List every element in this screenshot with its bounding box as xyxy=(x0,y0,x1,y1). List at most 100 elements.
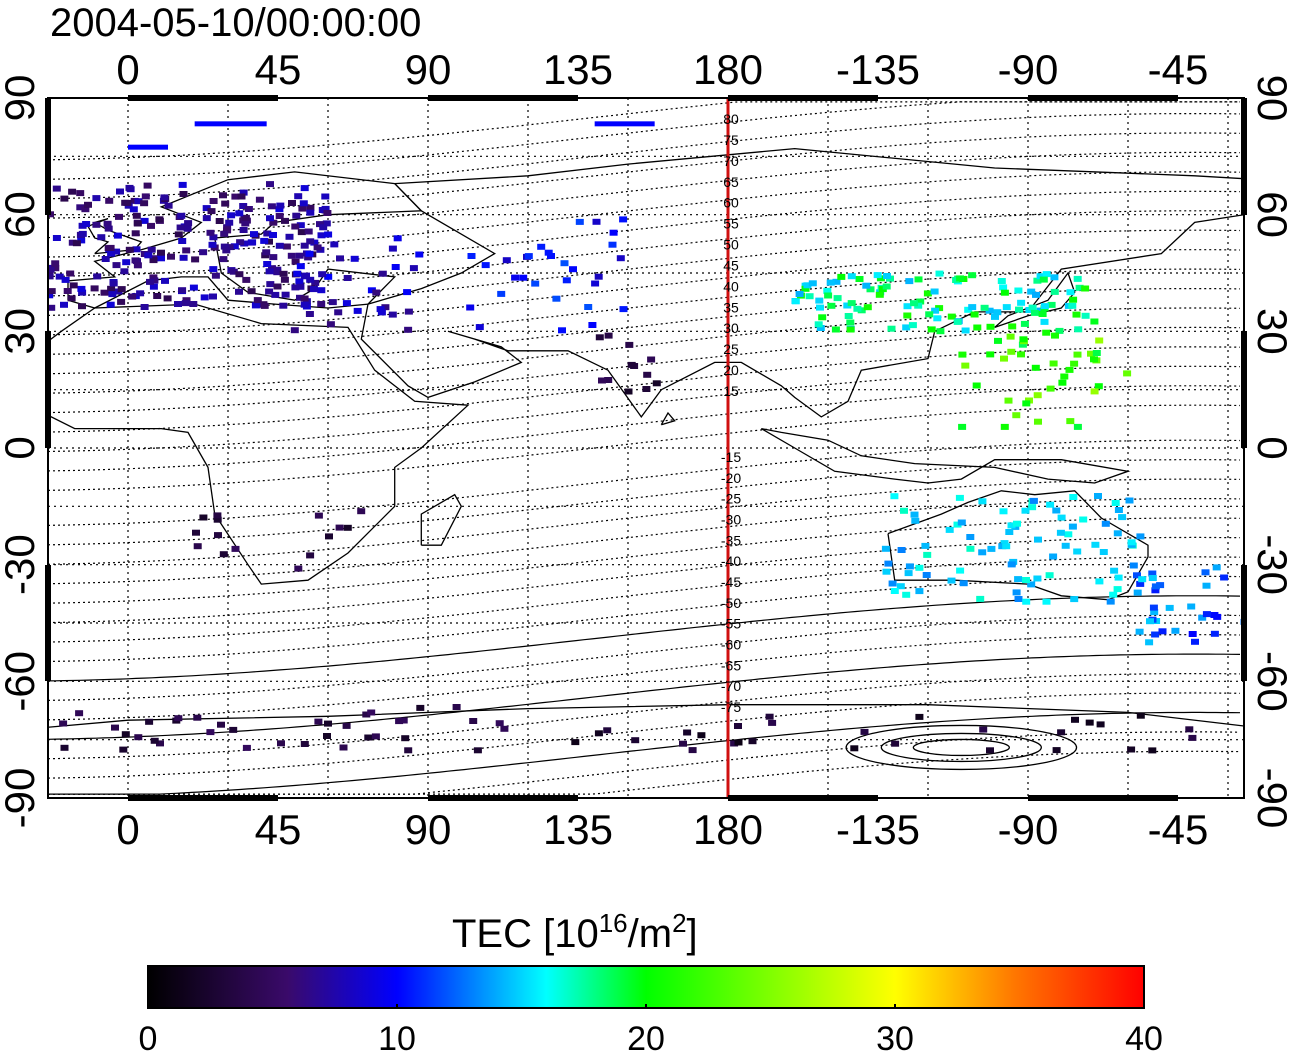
tec-cell xyxy=(603,727,612,734)
tec-cell xyxy=(1075,284,1084,291)
tec-cell xyxy=(107,285,116,292)
tec-cell xyxy=(978,549,987,556)
tec-cell xyxy=(150,737,159,744)
tec-cell xyxy=(367,709,376,716)
tec-cell xyxy=(475,324,484,331)
tec-cell xyxy=(1039,276,1048,283)
tec-cell xyxy=(985,307,994,314)
tec-cell xyxy=(388,311,397,318)
tec-cell xyxy=(100,289,109,296)
frame-bar xyxy=(45,331,51,448)
tec-cell xyxy=(125,246,134,253)
tec-cell xyxy=(336,255,344,262)
tec-cell xyxy=(269,219,278,226)
tec-cell xyxy=(225,244,234,251)
tec-cell xyxy=(306,204,315,211)
tec-cell xyxy=(145,718,154,725)
tec-cell xyxy=(908,322,917,329)
left-lat-tick: 30 xyxy=(0,308,43,355)
tec-cell xyxy=(1220,574,1229,581)
tec-cell xyxy=(134,198,143,205)
tec-cell xyxy=(209,293,217,300)
tec-cell xyxy=(311,279,320,286)
tec-cell xyxy=(791,298,800,305)
tec-cell xyxy=(815,297,824,304)
tec-cell xyxy=(956,567,965,574)
tec-cell xyxy=(121,199,130,206)
tec-cell xyxy=(362,711,371,718)
tec-cell xyxy=(978,498,987,505)
tec-cell xyxy=(1012,412,1021,419)
tec-cell xyxy=(295,252,304,259)
tec-cell xyxy=(306,276,315,283)
tec-cell xyxy=(1013,520,1021,527)
mlat-label: -50 xyxy=(721,595,741,611)
tec-cell xyxy=(107,250,116,257)
tec-cell xyxy=(60,301,68,308)
tec-cell xyxy=(1033,392,1042,399)
tec-cell xyxy=(317,301,326,307)
tec-cell xyxy=(1202,611,1211,618)
tec-cell xyxy=(241,214,250,221)
tec-cell xyxy=(959,580,968,587)
tec-cell xyxy=(1277,639,1285,645)
tec-cell xyxy=(192,529,200,536)
colorbar-ticks: 0 10 20 30 40 xyxy=(139,1004,1163,1057)
tec-cell xyxy=(314,718,323,725)
tec-cell xyxy=(625,341,634,348)
tec-cell xyxy=(1040,318,1049,325)
frame-bar xyxy=(1241,331,1247,448)
tec-cell xyxy=(584,304,593,310)
tec-cell xyxy=(304,228,313,235)
tec-cell xyxy=(306,209,315,216)
tec-cell xyxy=(219,192,227,199)
tec-cell xyxy=(1033,575,1042,582)
bottom-lon-tick: -90 xyxy=(998,806,1059,853)
coastline-indonesia xyxy=(760,427,1131,484)
tec-cell xyxy=(275,206,284,213)
left-latitude-labels: 90 60 30 0 -30 -60 -90 xyxy=(0,75,43,829)
tec-cell xyxy=(544,249,553,256)
tec-cell xyxy=(112,248,121,255)
tec-cell xyxy=(328,299,337,306)
tec-cell xyxy=(129,206,138,213)
tec-cell xyxy=(111,724,119,731)
tec-cell xyxy=(68,239,77,246)
top-lon-tick: 180 xyxy=(693,46,763,93)
tec-cell xyxy=(1014,596,1023,602)
frame-bar xyxy=(128,795,278,801)
tec-cell xyxy=(624,388,633,395)
tec-cell xyxy=(324,273,333,280)
tec-cell xyxy=(1022,400,1031,407)
top-lon-tick: 135 xyxy=(543,46,613,93)
tec-cell xyxy=(598,377,606,384)
tec-cell xyxy=(1034,536,1042,543)
tec-cell xyxy=(125,184,134,191)
tec-cell xyxy=(219,551,228,558)
bottom-lon-tick: 180 xyxy=(693,806,763,853)
tec-cell xyxy=(855,276,864,282)
mlat-contour xyxy=(48,101,1240,161)
mlat-label: -70 xyxy=(721,678,741,694)
tec-cell xyxy=(1040,303,1049,310)
tec-cell xyxy=(147,246,156,253)
tec-cell xyxy=(897,547,906,553)
mlat-label: 80 xyxy=(723,111,739,127)
tec-cell xyxy=(1096,721,1105,728)
tec-cell xyxy=(827,302,836,309)
tec-cell xyxy=(562,277,571,284)
tec-cell xyxy=(378,270,387,277)
tec-cell xyxy=(816,325,825,331)
tec-cell xyxy=(295,278,304,285)
tec-cell xyxy=(131,257,140,264)
tec-cell xyxy=(268,265,276,272)
tec-cell xyxy=(178,287,187,294)
tec-cell xyxy=(235,288,243,295)
tec-cell xyxy=(1015,306,1023,313)
tec-cell xyxy=(986,747,994,754)
tec-cell xyxy=(890,493,899,500)
tec-cell xyxy=(117,286,126,293)
top-lon-tick: -135 xyxy=(836,46,920,93)
tec-cell xyxy=(481,262,490,269)
tec-cell xyxy=(947,577,956,584)
